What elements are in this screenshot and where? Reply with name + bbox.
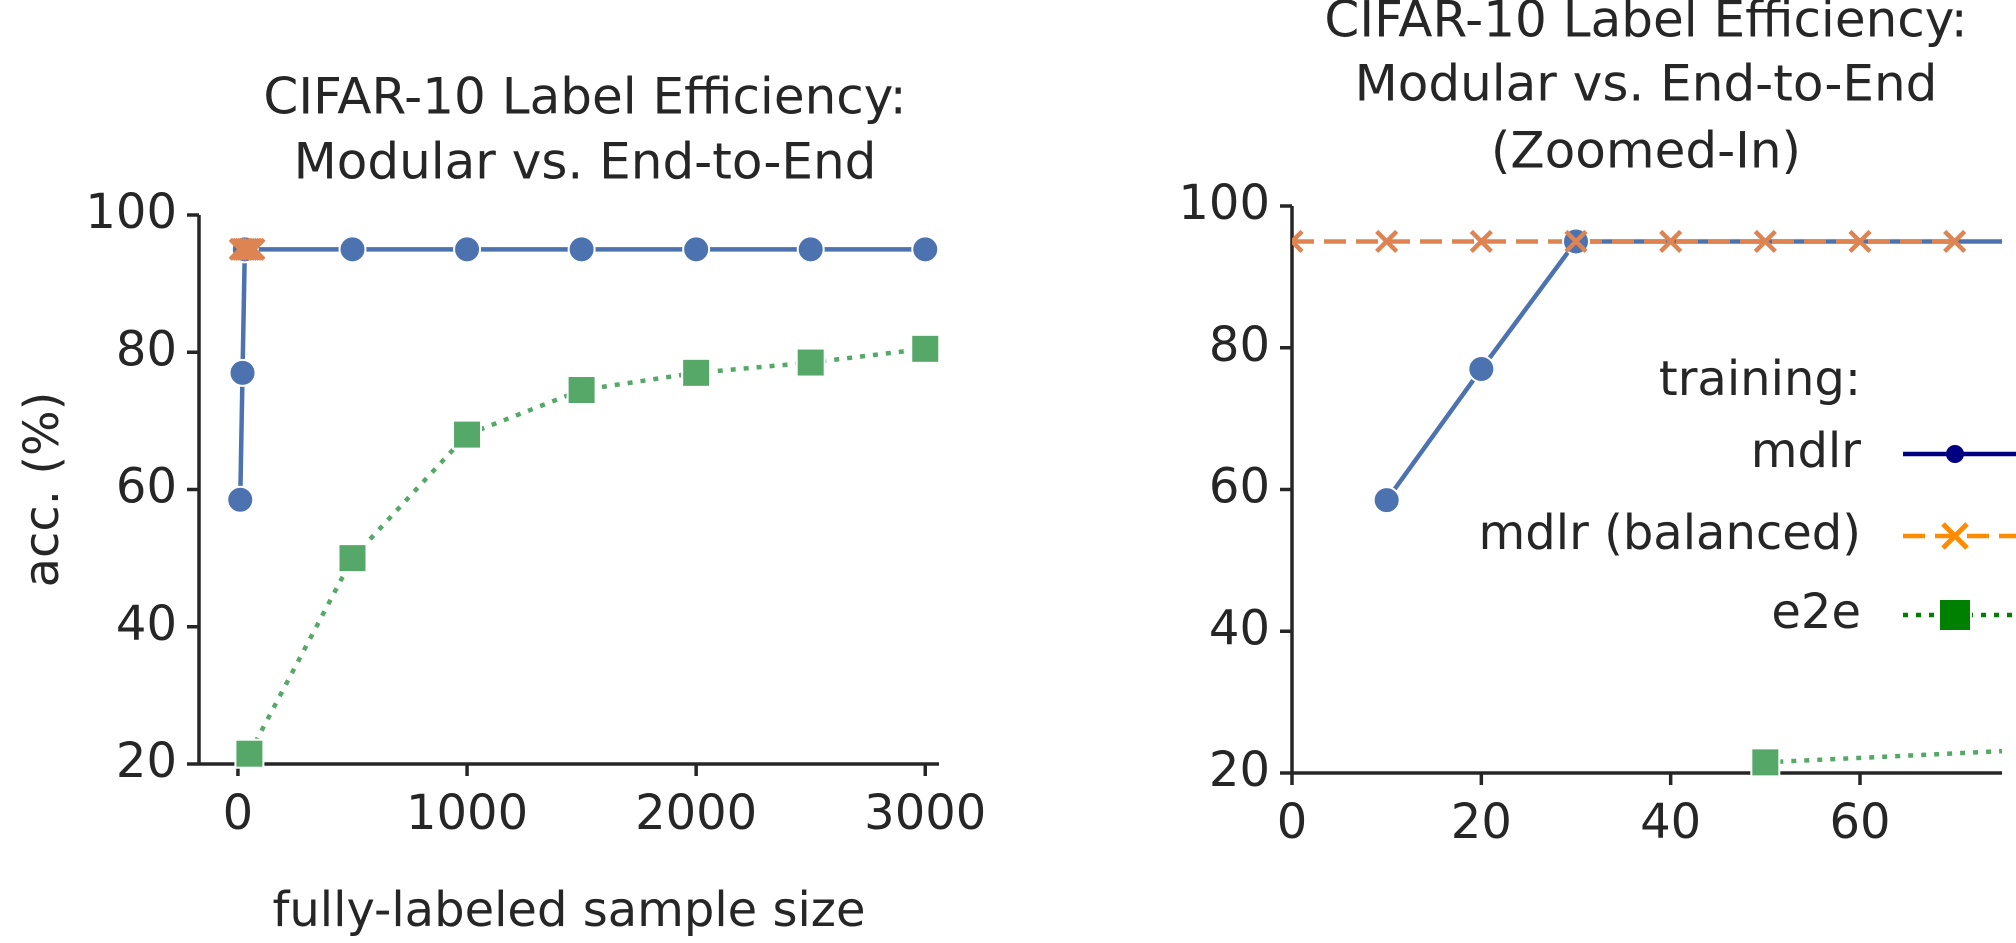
series-line: [1384, 239, 2002, 502]
marker: [682, 235, 711, 264]
marker: [1467, 355, 1496, 384]
y-tick-label: 40: [116, 596, 177, 652]
x-axis-label: fully-labeled sample size: [272, 882, 865, 938]
marker: [1469, 229, 1493, 254]
marker: [453, 235, 482, 264]
legend-label: e2e: [1771, 584, 1861, 640]
marker: [338, 235, 367, 264]
marker: [1750, 747, 1781, 778]
legend-marker: [1946, 445, 1964, 463]
plot-area: [1292, 227, 2002, 778]
y-tick-label: 100: [1178, 175, 1270, 231]
y-tick-label: 20: [1209, 742, 1270, 798]
x-tick-label: 20: [1451, 794, 1512, 850]
marker: [795, 347, 826, 378]
legend-label: mdlr: [1751, 423, 1862, 479]
marker: [796, 235, 825, 264]
legend-title: training:: [1659, 351, 1861, 407]
marker: [567, 235, 596, 264]
y-tick-label: 80: [1209, 317, 1270, 373]
marker: [228, 358, 257, 387]
x-tick-label: 0: [223, 785, 254, 841]
y-tick-label: 60: [1209, 459, 1270, 515]
y-axis-label: acc. (%): [14, 392, 70, 588]
legend-marker: [1941, 522, 1969, 550]
marker: [1848, 229, 1872, 254]
marker: [337, 543, 368, 574]
x-tick-label: 40: [1640, 794, 1701, 850]
y-tick-label: 60: [116, 459, 177, 515]
y-tick-label: 100: [85, 184, 177, 240]
marker: [1753, 229, 1777, 254]
plot-area: [226, 235, 939, 769]
marker: [1372, 486, 1401, 515]
y-tick-label: 40: [1209, 600, 1270, 656]
marker: [452, 419, 483, 450]
marker: [242, 237, 266, 261]
marker: [1292, 229, 1304, 254]
chart-title: Modular vs. End-to-End: [294, 133, 877, 191]
marker: [910, 333, 939, 364]
y-tick-label: 80: [116, 321, 177, 377]
marker: [911, 235, 939, 264]
marker: [226, 485, 255, 514]
chart-title: (Zoomed-In): [1491, 122, 1801, 180]
x-tick-label: 2000: [635, 785, 757, 841]
legend-label: mdlr (balanced): [1479, 505, 1861, 561]
marker: [234, 738, 265, 769]
marker: [1943, 229, 1967, 254]
chart-title: CIFAR-10 Label Efficiency:: [1324, 0, 1967, 49]
marker: [1375, 229, 1399, 254]
x-tick-label: 3000: [864, 785, 986, 841]
x-tick-label: 60: [1829, 794, 1890, 850]
chart-title: CIFAR-10 Label Efficiency:: [263, 68, 906, 126]
marker: [1564, 229, 1588, 254]
legend-marker: [1938, 598, 1972, 632]
x-tick-label: 1000: [406, 785, 528, 841]
chart-title: Modular vs. End-to-End: [1355, 55, 1938, 113]
marker: [681, 357, 712, 388]
marker: [566, 374, 597, 405]
x-tick-label: 0: [1277, 794, 1308, 850]
y-tick-label: 20: [116, 733, 177, 789]
marker: [1659, 229, 1683, 254]
